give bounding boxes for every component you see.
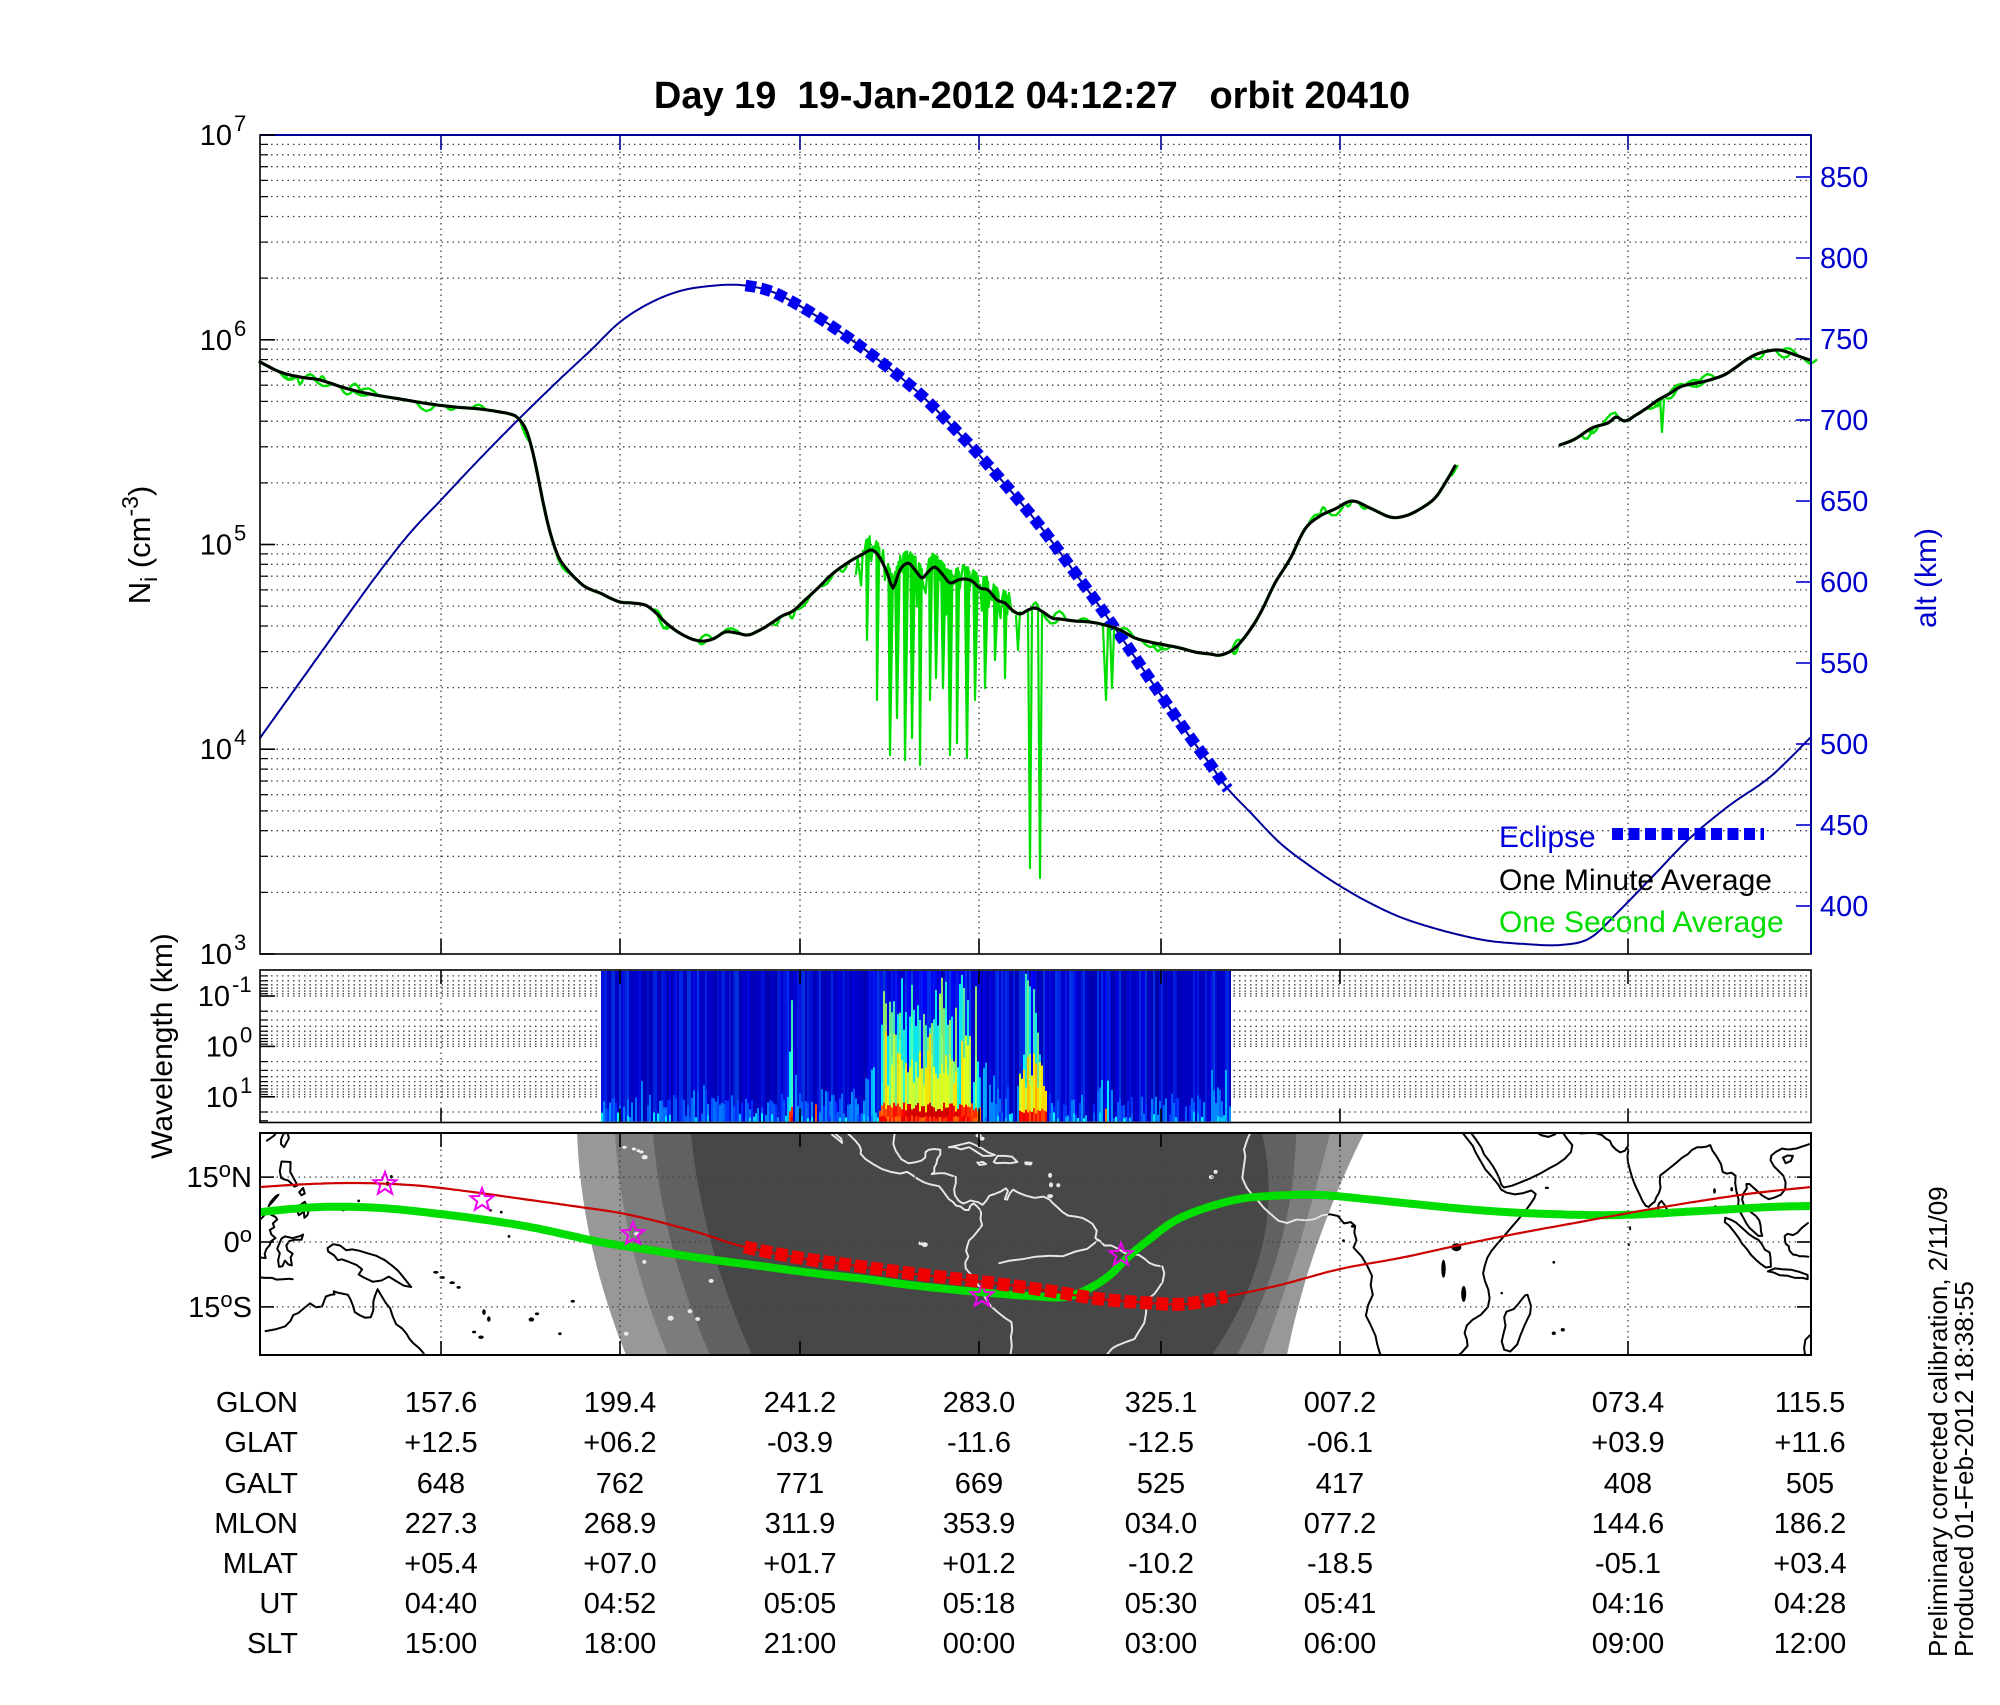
svg-text:850: 850 xyxy=(1820,162,1868,194)
svg-text:10: 10 xyxy=(198,981,230,1013)
svg-text:600: 600 xyxy=(1820,567,1868,599)
svg-text:648: 648 xyxy=(417,1468,465,1500)
svg-text:771: 771 xyxy=(776,1468,824,1500)
svg-text:UT: UT xyxy=(259,1588,298,1620)
svg-text:00:00: 00:00 xyxy=(943,1628,1016,1660)
svg-text:+01.7: +01.7 xyxy=(763,1548,836,1580)
svg-text:05:30: 05:30 xyxy=(1125,1588,1198,1620)
svg-text:Preliminary corrected calibrat: Preliminary corrected calibration, 2/11/… xyxy=(1923,1186,1953,1657)
svg-text:18:00: 18:00 xyxy=(584,1628,657,1660)
svg-text:186.2: 186.2 xyxy=(1774,1508,1847,1540)
svg-text:One Minute Average: One Minute Average xyxy=(1499,864,1772,897)
svg-text:-10.2: -10.2 xyxy=(1128,1548,1194,1580)
svg-text:10: 10 xyxy=(200,939,232,971)
svg-text:550: 550 xyxy=(1820,648,1868,680)
svg-text:10: 10 xyxy=(200,120,232,152)
svg-text:6: 6 xyxy=(234,316,246,341)
svg-text:750: 750 xyxy=(1820,324,1868,356)
svg-text:408: 408 xyxy=(1604,1468,1652,1500)
svg-text:-1: -1 xyxy=(232,972,252,997)
svg-text:+03.4: +03.4 xyxy=(1773,1548,1846,1580)
svg-text:GALT: GALT xyxy=(224,1468,298,1500)
svg-text:073.4: 073.4 xyxy=(1592,1387,1665,1419)
svg-text:5: 5 xyxy=(234,521,246,546)
svg-text:15:00: 15:00 xyxy=(405,1628,478,1660)
svg-text:417: 417 xyxy=(1316,1468,1364,1500)
svg-text:3: 3 xyxy=(234,930,246,955)
svg-text:+12.5: +12.5 xyxy=(404,1427,477,1459)
svg-text:12:00: 12:00 xyxy=(1774,1628,1847,1660)
svg-text:+07.0: +07.0 xyxy=(583,1548,656,1580)
svg-text:04:28: 04:28 xyxy=(1774,1588,1847,1620)
svg-text:+05.4: +05.4 xyxy=(404,1548,477,1580)
svg-text:10: 10 xyxy=(206,1031,238,1063)
svg-text:450: 450 xyxy=(1820,810,1868,842)
svg-text:0: 0 xyxy=(240,1022,252,1047)
svg-text:Eclipse: Eclipse xyxy=(1499,821,1596,854)
svg-text:Produced 01-Feb-2012 18:38:55: Produced 01-Feb-2012 18:38:55 xyxy=(1949,1281,1979,1657)
svg-text:SLT: SLT xyxy=(247,1628,298,1660)
svg-text:-06.1: -06.1 xyxy=(1307,1427,1373,1459)
svg-text:077.2: 077.2 xyxy=(1304,1508,1377,1540)
svg-text:+03.9: +03.9 xyxy=(1591,1427,1664,1459)
svg-text:762: 762 xyxy=(596,1468,644,1500)
svg-text:Day 19 19-Jan-2012 04:12:27: Day 19 19-Jan-2012 04:12:27 orbit 20410 xyxy=(654,75,1410,117)
svg-text:GLON: GLON xyxy=(216,1387,298,1419)
svg-text:MLAT: MLAT xyxy=(223,1548,298,1580)
svg-text:650: 650 xyxy=(1820,486,1868,518)
svg-text:505: 505 xyxy=(1786,1468,1834,1500)
svg-text:GLAT: GLAT xyxy=(224,1427,298,1459)
svg-text:800: 800 xyxy=(1820,243,1868,275)
svg-text:10: 10 xyxy=(206,1082,238,1114)
svg-text:115.5: 115.5 xyxy=(1775,1387,1845,1419)
svg-text:400: 400 xyxy=(1820,891,1868,923)
svg-text:04:40: 04:40 xyxy=(405,1588,478,1620)
svg-text:268.9: 268.9 xyxy=(584,1508,657,1540)
svg-text:227.3: 227.3 xyxy=(405,1508,478,1540)
svg-text:10: 10 xyxy=(200,734,232,766)
svg-text:325.1: 325.1 xyxy=(1125,1387,1198,1419)
svg-text:007.2: 007.2 xyxy=(1304,1387,1377,1419)
svg-text:034.0: 034.0 xyxy=(1125,1508,1198,1540)
svg-text:241.2: 241.2 xyxy=(764,1387,837,1419)
svg-text:-12.5: -12.5 xyxy=(1128,1427,1194,1459)
svg-text:21:00: 21:00 xyxy=(764,1628,837,1660)
svg-text:05:41: 05:41 xyxy=(1304,1588,1377,1620)
svg-text:Wavelength (km): Wavelength (km) xyxy=(146,933,179,1159)
svg-text:+01.2: +01.2 xyxy=(942,1548,1015,1580)
svg-text:04:52: 04:52 xyxy=(584,1588,657,1620)
svg-text:-05.1: -05.1 xyxy=(1595,1548,1661,1580)
svg-text:03:00: 03:00 xyxy=(1125,1628,1198,1660)
svg-text:700: 700 xyxy=(1820,405,1868,437)
svg-text:1: 1 xyxy=(240,1073,252,1098)
svg-text:15oS: 15oS xyxy=(188,1287,252,1324)
svg-text:669: 669 xyxy=(955,1468,1003,1500)
svg-text:alt (km): alt (km) xyxy=(1910,528,1943,628)
svg-text:-11.6: -11.6 xyxy=(947,1427,1011,1459)
svg-text:500: 500 xyxy=(1820,729,1868,761)
svg-text:144.6: 144.6 xyxy=(1592,1508,1665,1540)
svg-text:+06.2: +06.2 xyxy=(583,1427,656,1459)
svg-text:4: 4 xyxy=(234,725,246,750)
svg-text:199.4: 199.4 xyxy=(584,1387,657,1419)
svg-text:06:00: 06:00 xyxy=(1304,1628,1377,1660)
svg-text:05:05: 05:05 xyxy=(764,1588,837,1620)
svg-text:-18.5: -18.5 xyxy=(1307,1548,1373,1580)
svg-text:157.6: 157.6 xyxy=(405,1387,478,1419)
svg-text:-03.9: -03.9 xyxy=(767,1427,833,1459)
svg-text:353.9: 353.9 xyxy=(943,1508,1016,1540)
svg-text:10: 10 xyxy=(200,530,232,562)
svg-text:05:18: 05:18 xyxy=(943,1588,1016,1620)
svg-text:7: 7 xyxy=(234,111,246,136)
svg-text:283.0: 283.0 xyxy=(943,1387,1016,1419)
svg-text:311.9: 311.9 xyxy=(765,1508,835,1540)
svg-text:+11.6: +11.6 xyxy=(1774,1427,1845,1459)
svg-text:One Second Average: One Second Average xyxy=(1499,906,1784,939)
svg-text:MLON: MLON xyxy=(214,1508,298,1540)
svg-text:04:16: 04:16 xyxy=(1592,1588,1665,1620)
svg-text:10: 10 xyxy=(200,325,232,357)
svg-text:525: 525 xyxy=(1137,1468,1185,1500)
svg-text:09:00: 09:00 xyxy=(1592,1628,1665,1660)
